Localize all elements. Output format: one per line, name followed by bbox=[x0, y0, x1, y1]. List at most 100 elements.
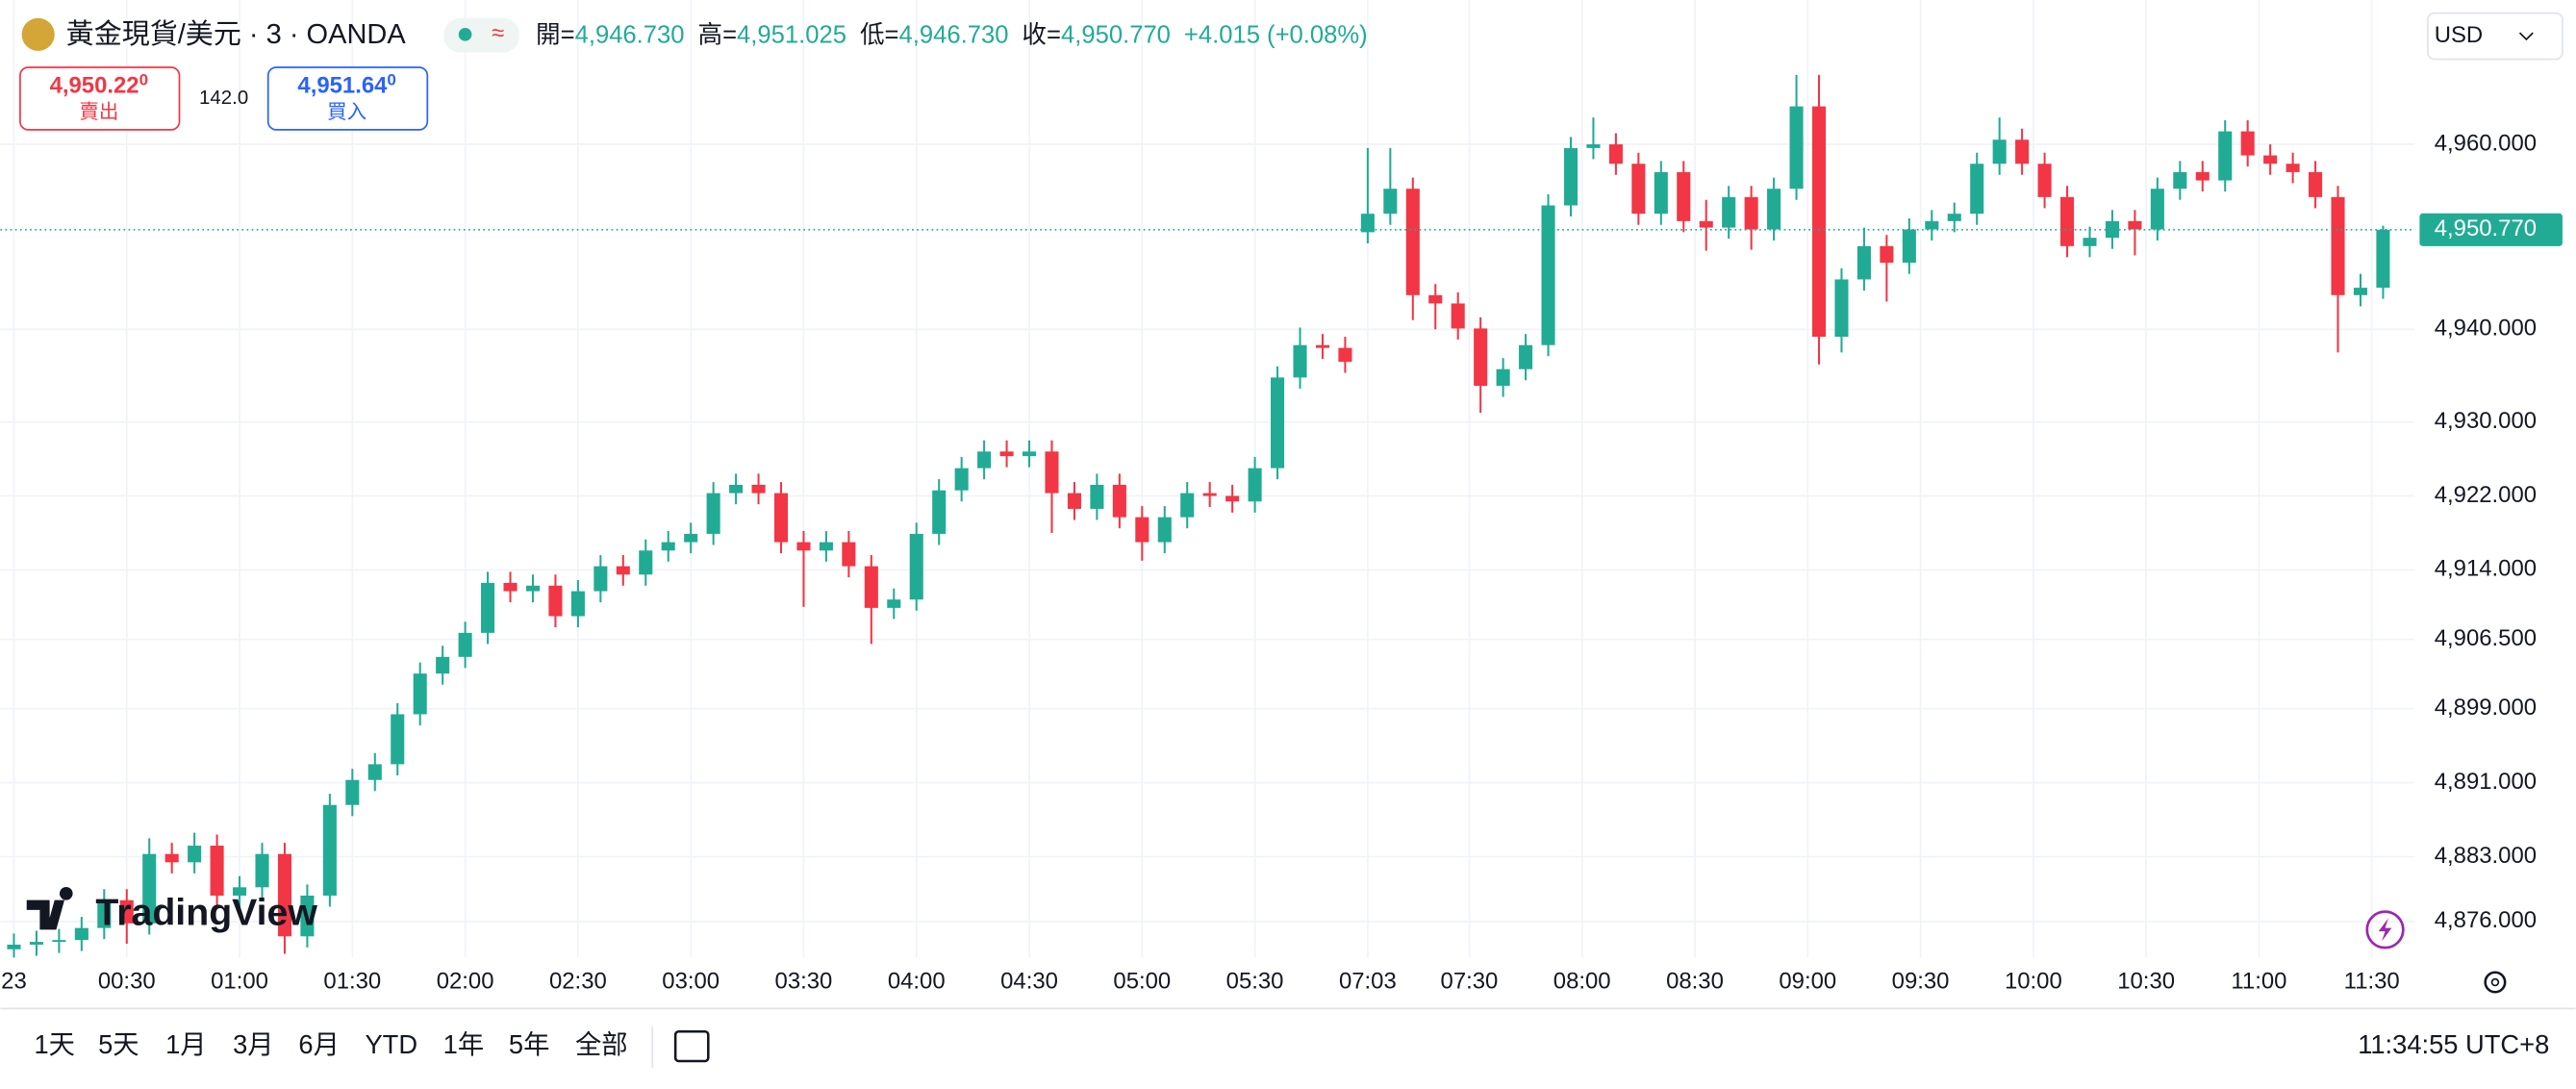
candle-body bbox=[1608, 144, 1623, 165]
candle-body bbox=[999, 451, 1014, 457]
y-tick-label: 4,930.000 bbox=[2435, 408, 2537, 434]
candle-body bbox=[864, 566, 878, 608]
candle-body bbox=[1112, 484, 1126, 518]
chart-title[interactable]: 黃金現貨/美元 · 3 · OANDA bbox=[66, 18, 407, 50]
ohlc-value: 4,946.730 bbox=[575, 21, 685, 48]
candle-body bbox=[1067, 493, 1081, 509]
range-button[interactable]: 1年 bbox=[443, 1029, 484, 1059]
candle-body bbox=[2015, 139, 2030, 165]
candle-body bbox=[2060, 196, 2075, 246]
calendar-icon bbox=[673, 1029, 710, 1063]
range-button[interactable]: 1月 bbox=[165, 1029, 206, 1059]
candle-body bbox=[2263, 155, 2278, 165]
settings-button[interactable] bbox=[2484, 971, 2507, 994]
candle-body bbox=[1834, 279, 1849, 338]
candle-body bbox=[1225, 495, 1240, 502]
candle-body bbox=[1405, 189, 1420, 295]
watermark-text: TradingView bbox=[95, 891, 317, 933]
x-tick-label: 05:00 bbox=[1113, 968, 1171, 994]
candle-body bbox=[1474, 328, 1488, 387]
candle-body bbox=[819, 542, 833, 551]
candle-body bbox=[345, 779, 360, 805]
dropdown-arrow bbox=[2518, 32, 2534, 41]
candle-body bbox=[277, 853, 291, 937]
candle-body bbox=[2286, 164, 2300, 172]
candle-body bbox=[52, 940, 66, 943]
candle-body bbox=[751, 484, 766, 494]
grid bbox=[0, 0, 2415, 958]
lightning-button[interactable] bbox=[2365, 910, 2405, 950]
x-tick-label: 07:30 bbox=[1441, 968, 1499, 994]
candle-body bbox=[1496, 368, 1510, 387]
candle-body bbox=[684, 533, 698, 543]
candle-body bbox=[1157, 517, 1172, 543]
candle-body bbox=[1451, 303, 1465, 329]
y-tick-label: 4,876.000 bbox=[2435, 907, 2537, 933]
candle-body bbox=[188, 846, 202, 863]
current-price-tag bbox=[2419, 213, 2563, 246]
candle-body bbox=[1586, 144, 1601, 148]
candle-body bbox=[1338, 347, 1352, 363]
candle-body bbox=[1383, 189, 1398, 215]
status-icon: ≈ bbox=[492, 20, 504, 46]
currency-select[interactable] bbox=[2427, 12, 2563, 61]
candle-body bbox=[1045, 451, 1059, 494]
candle-body bbox=[570, 591, 585, 617]
x-tick-label: 01:30 bbox=[323, 968, 381, 994]
sell-button[interactable] bbox=[19, 66, 181, 131]
change: +4.015 (+0.08%) bbox=[1184, 21, 1368, 48]
candle-body bbox=[887, 599, 901, 608]
candles bbox=[7, 74, 2390, 958]
candle-body bbox=[1699, 220, 1713, 228]
calendar-button[interactable] bbox=[673, 1029, 710, 1063]
range-button[interactable]: YTD bbox=[365, 1029, 417, 1059]
candle-body bbox=[977, 451, 992, 469]
candle-body bbox=[593, 566, 608, 592]
candle-body bbox=[1248, 468, 1262, 502]
candle-body bbox=[458, 632, 472, 657]
candle-body bbox=[1880, 245, 1894, 264]
x-tick-label: 10:30 bbox=[2117, 968, 2175, 994]
status-dot bbox=[458, 28, 472, 41]
candle-body bbox=[706, 493, 720, 534]
candle-body bbox=[1970, 164, 1984, 215]
candle-body bbox=[1428, 294, 1443, 304]
x-tick-label: 11:00 bbox=[2231, 968, 2286, 994]
ohlc-label: 開= bbox=[536, 21, 575, 48]
candle-body bbox=[233, 887, 247, 896]
buy-button[interactable] bbox=[266, 66, 429, 131]
x-tick-label: 09:00 bbox=[1779, 968, 1836, 994]
candle-body bbox=[954, 468, 969, 491]
range-button[interactable]: 5年 bbox=[509, 1029, 549, 1059]
candle-body bbox=[97, 899, 112, 928]
candle-body bbox=[548, 585, 563, 617]
candle-body bbox=[1315, 344, 1330, 348]
candle-body bbox=[367, 764, 382, 780]
range-button[interactable]: 1天 bbox=[35, 1029, 75, 1059]
candle-body bbox=[210, 846, 224, 896]
range-button[interactable]: 6月 bbox=[298, 1029, 339, 1059]
buy-pip: 0 bbox=[387, 70, 395, 89]
candle-body bbox=[2353, 288, 2368, 295]
candle-body bbox=[119, 899, 134, 924]
axes: 23 00:30 01:00 01:30 02:00 02:30 03:00 03:30 04:… bbox=[0, 130, 2563, 994]
x-tick-label: 23 bbox=[1, 968, 27, 994]
y-tick-label: 4,891.000 bbox=[2435, 769, 2537, 795]
clock[interactable]: 11:34:55 UTC+8 bbox=[2358, 1029, 2549, 1059]
candle-body bbox=[29, 942, 43, 945]
range-button[interactable]: 全部 bbox=[575, 1029, 628, 1059]
range-button[interactable]: 5天 bbox=[98, 1029, 139, 1059]
candle-body bbox=[1811, 106, 1827, 338]
candle-body bbox=[2150, 189, 2164, 230]
range-button[interactable]: 3月 bbox=[233, 1029, 273, 1059]
sell-price: 4,950.220 bbox=[50, 70, 149, 99]
candle-body bbox=[1654, 171, 1668, 215]
candle-body bbox=[909, 533, 923, 600]
candle-body bbox=[1293, 344, 1307, 378]
candle-body bbox=[74, 927, 88, 941]
settings-icon bbox=[2490, 977, 2500, 987]
ohlc-label: 收= bbox=[1022, 20, 1061, 48]
candle-body bbox=[773, 493, 789, 543]
status-pill[interactable] bbox=[443, 17, 519, 53]
